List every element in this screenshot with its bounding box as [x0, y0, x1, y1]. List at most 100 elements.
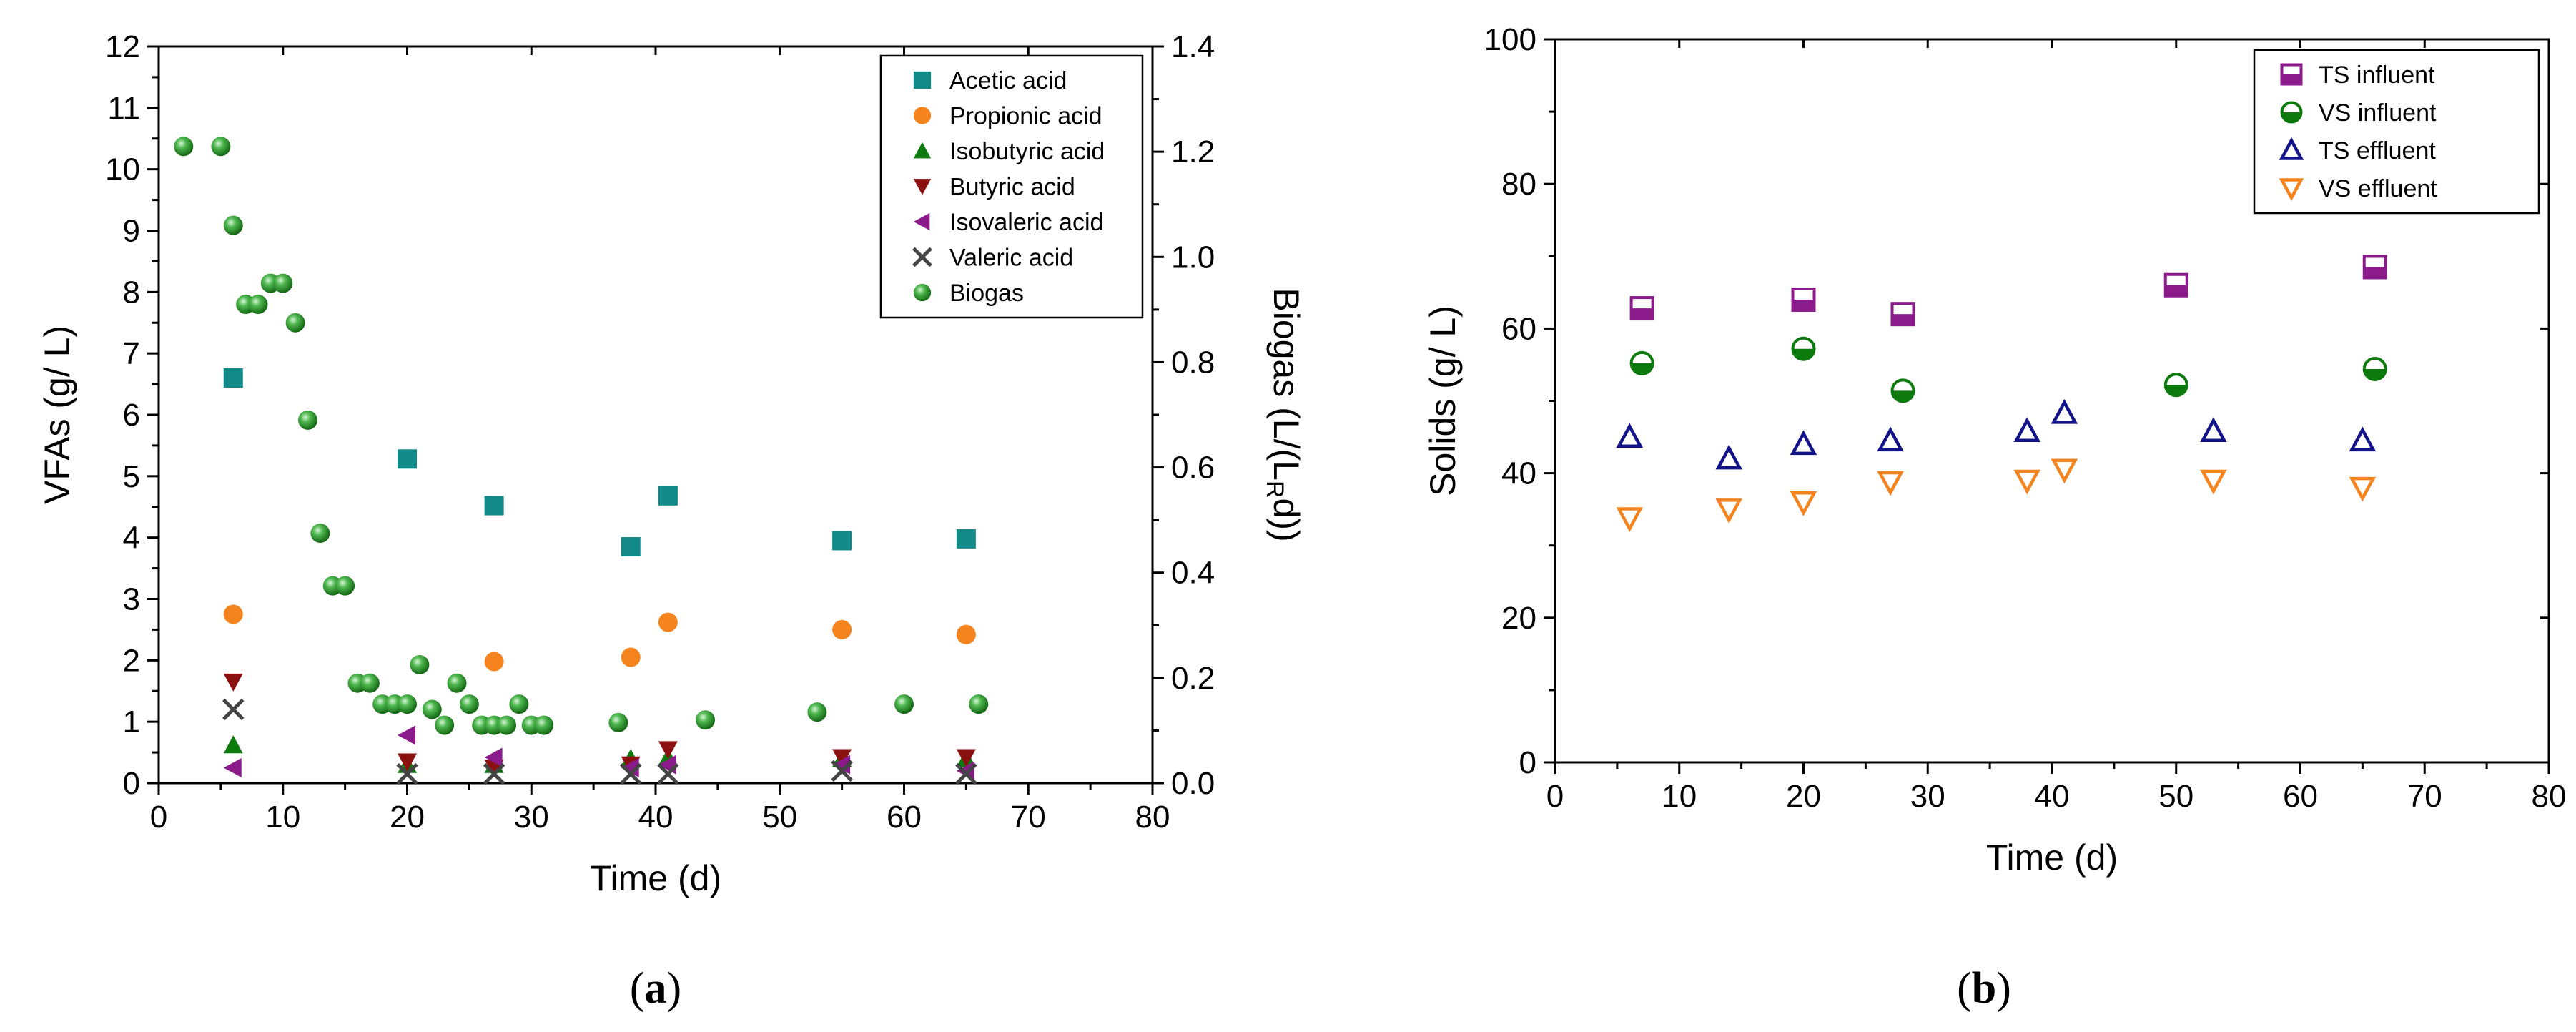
data-point-propionic-acid [621, 647, 641, 667]
data-point-butyric-acid [223, 673, 243, 692]
data-point-biogas [435, 715, 455, 735]
data-point-vs-influent [1791, 336, 1816, 361]
chart-b-series [1616, 255, 2387, 533]
data-point-biogas [310, 524, 330, 544]
data-point-propionic-acid [223, 604, 243, 624]
data-point-biogas [360, 673, 380, 693]
data-point-biogas [285, 313, 305, 333]
data-point-biogas [335, 576, 355, 596]
data-point-isovaleric-acid [398, 725, 415, 745]
data-point-ts-effluent [2013, 417, 2041, 442]
x-tick-label: 10 [265, 800, 300, 835]
y-tick-label: 12 [105, 29, 140, 64]
data-point-isobutyric-acid [223, 735, 243, 754]
x-tick-label: 20 [1786, 779, 1821, 814]
chart-a-legend: Acetic acid Propionic acid Isobutyric acid… [879, 54, 1144, 319]
data-point-butyric-acid [832, 749, 852, 767]
data-point-vs-influent [2163, 373, 2188, 398]
y-tick-label: 0 [1519, 745, 1536, 780]
y2-tick-label: 0.6 [1171, 451, 1215, 486]
chart-b-caption-letter: b [1972, 964, 1996, 1013]
legend-label-acetic-acid: Acetic acid [949, 67, 1067, 94]
legend-marker-butyric-acid [913, 179, 932, 195]
chart-b: 0 10 20 30 40 50 60 70 80 0 20 40 60 80 100 Time (d) S… [1423, 22, 2566, 1013]
chart-b-caption: (b) [1957, 964, 2011, 1013]
series-vs-effluent [1616, 458, 2377, 533]
data-point-vs-effluent [1790, 491, 1817, 516]
chart-a-caption: (a) [630, 964, 681, 1013]
legend-label-ts-effluent: TS effluent [2319, 137, 2436, 164]
series-ts-effluent [1616, 398, 2377, 470]
series-acetic-acid [223, 368, 976, 557]
legend-marker-propionic-acid [913, 107, 932, 124]
data-point-acetic-acid [621, 537, 641, 557]
data-point-propionic-acid [484, 652, 504, 672]
y2-tick-label: 0.0 [1171, 766, 1215, 801]
data-point-acetic-acid [956, 529, 976, 549]
legend-marker-acetic-acid [913, 71, 932, 89]
legend-label-isovaleric-acid: Isovaleric acid [949, 209, 1103, 236]
x-tick-label: 50 [2158, 779, 2193, 814]
x-tick-label: 80 [1135, 800, 1170, 835]
data-point-biogas [807, 702, 827, 722]
y2-tick-label: 1.0 [1171, 240, 1215, 275]
data-point-biogas [447, 673, 467, 693]
data-point-butyric-acid [658, 741, 678, 760]
data-point-acetic-acid [658, 486, 678, 506]
y-tick-label: 10 [105, 152, 140, 187]
x-tick-label: 50 [762, 800, 797, 835]
chart-b-ticks: 0 10 20 30 40 50 60 70 80 0 20 40 60 80 100 [1484, 22, 2567, 814]
data-point-biogas [398, 694, 417, 714]
y-tick-label: 3 [123, 582, 140, 617]
data-point-acetic-acid [484, 496, 504, 516]
chart-b-x-axis-label: Time (d) [1986, 837, 2118, 878]
data-point-vs-effluent [2013, 469, 2041, 495]
y-tick-label: 11 [107, 91, 140, 126]
series-valeric-acid [222, 698, 977, 785]
y-tick-label: 80 [1501, 167, 1536, 202]
data-point-biogas [422, 699, 442, 719]
x-tick-label: 40 [638, 800, 673, 835]
data-point-ts-influent [1791, 287, 1816, 312]
y2-tick-label: 1.2 [1171, 134, 1215, 169]
y-tick-label: 20 [1501, 601, 1536, 636]
data-point-propionic-acid [956, 624, 976, 644]
series-vs-influent [1629, 336, 2387, 403]
data-point-biogas [894, 694, 914, 714]
x-tick-label: 70 [1011, 800, 1046, 835]
legend-label-butyric-acid: Butyric acid [949, 174, 1075, 201]
chart-b-caption-open: ( [1957, 964, 1972, 1013]
y-tick-label: 2 [123, 643, 140, 678]
x-tick-label: 70 [2407, 779, 2442, 814]
chart-a-y-axis-label: VFAs (g/ L) [37, 325, 77, 504]
chart-a-y2-label-tail: d)) [1266, 498, 1306, 542]
data-point-biogas [534, 715, 554, 735]
data-point-ts-effluent [1616, 423, 1644, 448]
data-point-vs-effluent [2200, 469, 2227, 495]
y-tick-label: 40 [1501, 456, 1536, 491]
legend-label-propionic-acid: Propionic acid [949, 103, 1102, 130]
data-point-vs-effluent [2349, 476, 2377, 502]
chart-b-legend: TS influent VS influent TS effluent VS effl… [2253, 49, 2540, 215]
series-butyric-acid [223, 673, 976, 778]
y2-tick-label: 0.8 [1171, 345, 1215, 380]
data-point-biogas [969, 694, 989, 714]
chart-b-caption-close: ) [1996, 964, 2011, 1013]
data-point-ts-effluent [1790, 430, 1817, 456]
x-tick-label: 30 [514, 800, 549, 835]
series-biogas [174, 137, 989, 735]
x-tick-label: 80 [2532, 779, 2567, 814]
data-point-vs-effluent [1616, 507, 1644, 533]
data-point-valeric-acid [657, 762, 679, 785]
data-point-ts-influent [1890, 302, 1915, 327]
chart-a-caption-close: ) [667, 964, 682, 1013]
data-point-biogas [509, 694, 529, 714]
data-point-ts-influent [2362, 255, 2387, 280]
data-point-biogas [696, 710, 715, 730]
data-point-biogas [608, 712, 628, 732]
legend-marker-vs-influent [2280, 101, 2303, 124]
y-tick-label: 9 [123, 214, 140, 249]
series-ts-influent [1629, 255, 2387, 327]
data-point-vs-effluent [1877, 471, 1904, 496]
y-tick-label: 100 [1484, 22, 1536, 57]
